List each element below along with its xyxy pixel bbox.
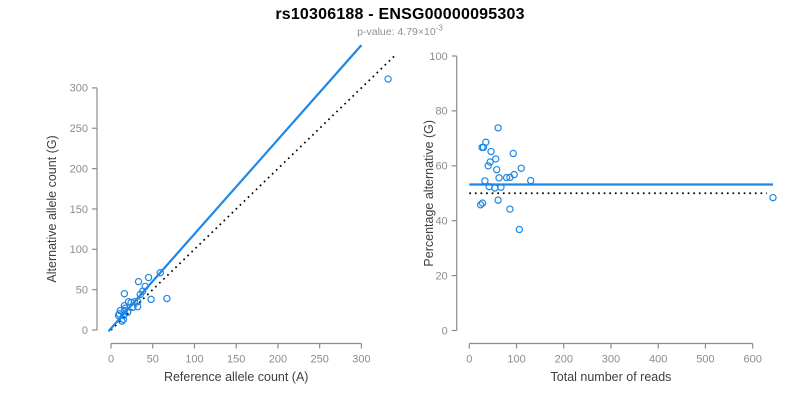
data-point xyxy=(492,155,500,163)
y-tick-label: 100 xyxy=(70,244,88,256)
data-point xyxy=(486,158,494,166)
data-point xyxy=(481,177,489,185)
plot-subtitle: p-value: 4.79×10-3 xyxy=(0,23,800,38)
data-point xyxy=(163,294,171,303)
data-point xyxy=(384,75,392,83)
y-tick-label: 60 xyxy=(435,161,447,173)
data-point xyxy=(134,302,142,311)
data-point xyxy=(156,269,164,277)
data-point xyxy=(494,196,502,204)
data-point xyxy=(134,277,143,286)
y-axis-title: Percentage alternative (G) xyxy=(422,120,436,267)
pvalue-exponent: -3 xyxy=(435,23,443,33)
y-tick-label: 250 xyxy=(70,123,88,135)
x-tick-label: 150 xyxy=(227,354,245,366)
data-point xyxy=(123,308,132,316)
data-point xyxy=(482,138,490,146)
x-tick-label: 250 xyxy=(310,354,328,366)
x-tick-label: 600 xyxy=(744,354,762,366)
data-point xyxy=(491,184,499,192)
pvalue-text: p-value: 4.79×10 xyxy=(357,26,436,38)
y-tick-label: 40 xyxy=(435,216,447,228)
x-tick-label: 100 xyxy=(185,354,203,366)
data-point xyxy=(487,147,495,156)
data-point xyxy=(515,225,524,234)
data-point xyxy=(484,162,492,170)
data-point xyxy=(494,124,502,132)
y-tick-label: 150 xyxy=(70,204,88,216)
y-tick-label: 100 xyxy=(429,51,447,63)
data-point xyxy=(478,199,487,207)
data-point xyxy=(506,205,514,213)
data-point xyxy=(769,193,777,202)
y-tick-label: 80 xyxy=(435,106,447,118)
regression-line xyxy=(107,44,363,332)
data-point xyxy=(134,298,142,306)
x-tick-label: 0 xyxy=(466,354,472,366)
data-point xyxy=(502,173,511,182)
x-tick-label: 500 xyxy=(696,354,714,366)
data-point xyxy=(492,165,501,174)
data-point xyxy=(526,176,535,185)
data-point xyxy=(119,315,128,324)
x-tick-label: 200 xyxy=(269,354,287,366)
data-point xyxy=(141,282,149,291)
x-tick-label: 300 xyxy=(352,354,370,366)
data-point xyxy=(497,183,505,191)
y-tick-label: 20 xyxy=(435,270,447,282)
x-tick-label: 200 xyxy=(555,354,573,366)
data-point xyxy=(147,295,155,304)
y-tick-label: 0 xyxy=(442,325,448,337)
x-tick-label: 100 xyxy=(507,354,525,366)
data-point xyxy=(476,201,485,209)
y-axis-title: Alternative allele count (G) xyxy=(45,135,59,282)
x-tick-label: 0 xyxy=(108,354,114,366)
y-tick-label: 0 xyxy=(82,325,88,337)
x-axis-title: Reference allele count (A) xyxy=(164,370,309,384)
data-point xyxy=(495,174,503,182)
plot-title: rs10306188 - ENSG00000095303 xyxy=(275,6,525,23)
y-tick-label: 300 xyxy=(70,83,88,95)
data-point xyxy=(510,170,518,179)
identity-line xyxy=(110,55,396,331)
data-point xyxy=(120,289,129,298)
x-tick-label: 50 xyxy=(147,354,159,366)
y-tick-label: 200 xyxy=(70,163,88,175)
x-tick-label: 400 xyxy=(649,354,667,366)
data-point xyxy=(509,149,517,158)
reads-percentage-panel: 0 20 40 60 80 100 0 100 200 300 400 500 600 Total num… xyxy=(422,51,777,384)
y-tick-label: 50 xyxy=(76,284,88,296)
allele-counts-panel: 0 50 100 150 200 250 300 0 50 100 150 200 250 300 Refe… xyxy=(45,44,396,384)
data-point xyxy=(517,164,525,172)
data-point xyxy=(115,310,124,318)
x-tick-label: 300 xyxy=(602,354,620,366)
data-point xyxy=(130,298,139,306)
x-axis-title: Total number of reads xyxy=(551,370,672,384)
data-point xyxy=(144,273,153,282)
